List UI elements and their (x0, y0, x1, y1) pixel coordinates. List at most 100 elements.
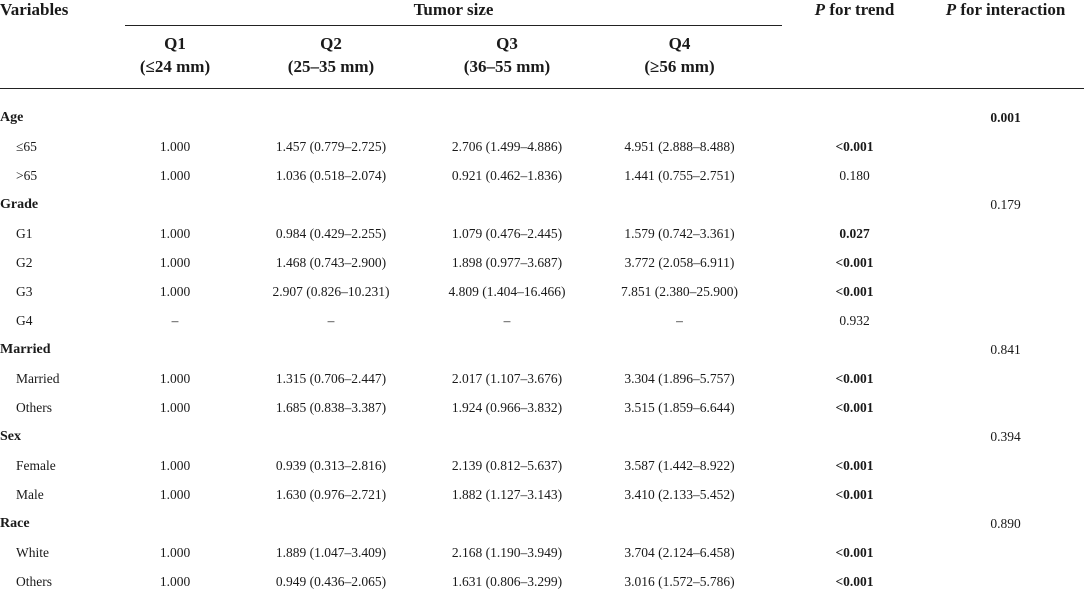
group-label: Grade (0, 196, 39, 212)
q3-value: 1.079 (0.476–2.445) (451, 225, 563, 241)
table-body: Age 0.001 ≤65 1.000 1.457 (0.779–2.725) 2.706… (0, 88, 1084, 596)
empty-cell (125, 422, 225, 451)
group-row: Race 0.890 (0, 509, 1084, 538)
q3-value: 2.139 (0.812–5.637) (451, 457, 563, 473)
q4-value: 7.851 (2.380–25.900) (621, 283, 738, 299)
p-interaction-value: 0.890 (990, 515, 1021, 531)
q2-value: 0.949 (0.436–2.065) (275, 573, 387, 589)
q2-value: 0.939 (0.313–2.816) (275, 457, 387, 473)
table-row: ≤65 1.000 1.457 (0.779–2.725) 2.706 (1.499–… (0, 132, 1084, 161)
empty-cell (225, 335, 437, 364)
empty-cell (437, 509, 577, 538)
q3-value: 2.706 (1.499–4.886) (451, 138, 563, 154)
subgroup-label: Female (16, 457, 56, 473)
empty-cell (927, 161, 1084, 190)
q2-value: 1.036 (0.518–2.074) (275, 167, 387, 183)
empty-cell (782, 335, 927, 364)
empty-cell (125, 335, 225, 364)
empty-cell (782, 509, 927, 538)
empty-cell (577, 335, 782, 364)
q2-value: 1.889 (1.047–3.409) (275, 544, 387, 560)
header-q4: Q4 (≥56 mm) (644, 34, 715, 76)
empty-cell (125, 190, 225, 219)
p-trend-value: <0.001 (835, 573, 874, 589)
q4-value: 3.304 (1.896–5.757) (624, 370, 735, 386)
empty-cell (927, 567, 1084, 596)
empty-cell (782, 190, 927, 219)
empty-cell (437, 422, 577, 451)
table-row: Others 1.000 0.949 (0.436–2.065) 1.631 (0.8… (0, 567, 1084, 596)
group-label: Age (0, 109, 24, 125)
q4-value: 1.441 (0.755–2.751) (624, 167, 735, 183)
q3-value: 1.898 (0.977–3.687) (451, 254, 563, 270)
subgroup-label: >65 (16, 167, 38, 183)
q3-value: 2.017 (1.107–3.676) (451, 370, 563, 386)
empty-cell (225, 88, 437, 132)
empty-cell (782, 88, 927, 132)
q4-value: – (676, 312, 683, 328)
header-q2: Q2 (25–35 mm) (287, 34, 375, 76)
table-row: Married 1.000 1.315 (0.706–2.447) 2.017 (1.… (0, 364, 1084, 393)
p-trend-value: 0.180 (839, 167, 870, 183)
q2-value: 2.907 (0.826–10.231) (272, 283, 390, 299)
subgroup-label: White (16, 544, 49, 560)
q3-value: 1.924 (0.966–3.832) (451, 399, 563, 415)
q1-value: 1.000 (159, 486, 191, 502)
header-bottom-rule (0, 88, 1084, 89)
subgroup-label: Male (16, 486, 44, 502)
header-variables: Variables (0, 0, 69, 19)
table-row: Others 1.000 1.685 (0.838–3.387) 1.924 (0.9… (0, 393, 1084, 422)
group-row: Sex 0.394 (0, 422, 1084, 451)
q1-value: 1.000 (159, 138, 191, 154)
subgroup-label: G1 (16, 225, 33, 241)
p-trend-value: <0.001 (835, 399, 874, 415)
tumor-size-underline (125, 25, 782, 26)
p-trend-value: <0.001 (835, 370, 874, 386)
table-row: Male 1.000 1.630 (0.976–2.721) 1.882 (1.127… (0, 480, 1084, 509)
subgroup-label: G4 (16, 312, 33, 328)
empty-cell (927, 306, 1084, 335)
q1-value: – (171, 312, 179, 328)
empty-cell (225, 422, 437, 451)
q1-value: 1.000 (159, 544, 191, 560)
table-row: Female 1.000 0.939 (0.313–2.816) 2.139 (0.8… (0, 451, 1084, 480)
q1-value: 1.000 (159, 573, 191, 589)
header-q1: Q1 (≤24 mm) (139, 34, 211, 76)
empty-cell (927, 248, 1084, 277)
q2-value: 1.630 (0.976–2.721) (275, 486, 387, 502)
p-trend-value: 0.027 (839, 225, 870, 241)
q2-value: 1.457 (0.779–2.725) (275, 138, 387, 154)
q4-value: 3.410 (2.133–5.452) (624, 486, 735, 502)
q2-value: 1.685 (0.838–3.387) (275, 399, 387, 415)
p-interaction-value: 0.001 (990, 109, 1021, 125)
header-q3: Q3 (36–55 mm) (463, 34, 551, 76)
empty-cell (125, 88, 225, 132)
header-tumor-size: Tumor size (413, 0, 494, 19)
group-row: Age 0.001 (0, 88, 1084, 132)
empty-cell (927, 277, 1084, 306)
p-interaction-value: 0.841 (990, 341, 1021, 357)
q1-value: 1.000 (159, 283, 191, 299)
group-label: Race (0, 515, 30, 531)
header-p-trend: P for trend (814, 0, 895, 19)
q2-value: 1.468 (0.743–2.900) (275, 254, 387, 270)
q4-value: 3.016 (1.572–5.786) (624, 573, 735, 589)
empty-cell (782, 422, 927, 451)
subgroup-label: Married (16, 370, 60, 386)
q1-value: 1.000 (159, 457, 191, 473)
q3-value: – (503, 312, 511, 328)
empty-cell (577, 509, 782, 538)
table-row: G1 1.000 0.984 (0.429–2.255) 1.079 (0.476–2… (0, 219, 1084, 248)
group-row: Married 0.841 (0, 335, 1084, 364)
q1-value: 1.000 (159, 399, 191, 415)
p-interaction-value: 0.179 (990, 196, 1021, 212)
p-trend-value: <0.001 (835, 138, 874, 154)
subgroup-label: ≤65 (16, 138, 37, 154)
q1-value: 1.000 (159, 225, 191, 241)
empty-cell (577, 190, 782, 219)
p-trend-value: 0.932 (839, 312, 870, 328)
q3-value: 4.809 (1.404–16.466) (448, 283, 566, 299)
empty-cell (927, 480, 1084, 509)
p-trend-value: <0.001 (835, 486, 874, 502)
